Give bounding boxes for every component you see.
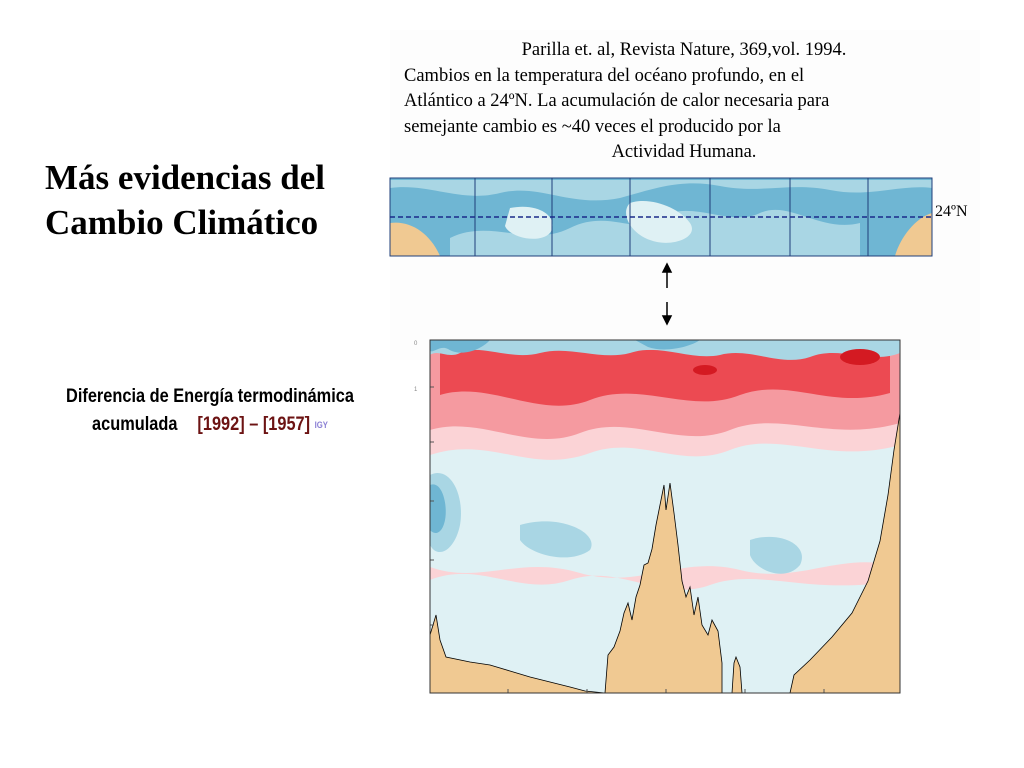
reference-line-1: Parilla et. al, Revista Nature, 369,vol.…	[521, 40, 847, 60]
title-line-2: Cambio Climático	[45, 203, 319, 242]
slide-title: Más evidencias del Cambio Climático	[45, 155, 375, 245]
latitude-label: 24ºN	[935, 203, 968, 220]
temperature-section-plot: 0 1	[414, 339, 901, 694]
reference-line-4: semejante cambio es ~40 veces el produci…	[404, 116, 781, 137]
svg-text:1: 1	[414, 387, 418, 393]
reference-text: Parilla et. al, Revista Nature, 369,vol.…	[404, 38, 964, 166]
caption-line-1: Diferencia de Energía termodinámica	[66, 386, 354, 407]
section-caption: Diferencia de Energía termodinámica acum…	[40, 383, 381, 439]
sea-floor-topography	[429, 412, 901, 694]
svg-text:0: 0	[414, 341, 418, 347]
reference-line-5: Actividad Humana.	[611, 142, 757, 162]
caption-igy-tag: IGY	[314, 420, 328, 430]
reference-line-2: Cambios en la temperatura del océano pro…	[404, 65, 805, 86]
caption-years: [1992] – [1957]	[197, 414, 311, 436]
caption-label: acumulada	[92, 414, 178, 436]
title-line-1: Más evidencias del	[45, 158, 325, 197]
arrow-down-icon	[661, 302, 673, 326]
link-arrows	[661, 262, 673, 326]
reference-line-3: Atlántico a 24ºN. La acumulación de calo…	[404, 91, 830, 111]
caption-line-2: acumulada [1992] – [1957] IGY	[40, 411, 381, 439]
atlantic-map-strip	[389, 177, 933, 257]
arrow-up-icon	[661, 262, 673, 288]
